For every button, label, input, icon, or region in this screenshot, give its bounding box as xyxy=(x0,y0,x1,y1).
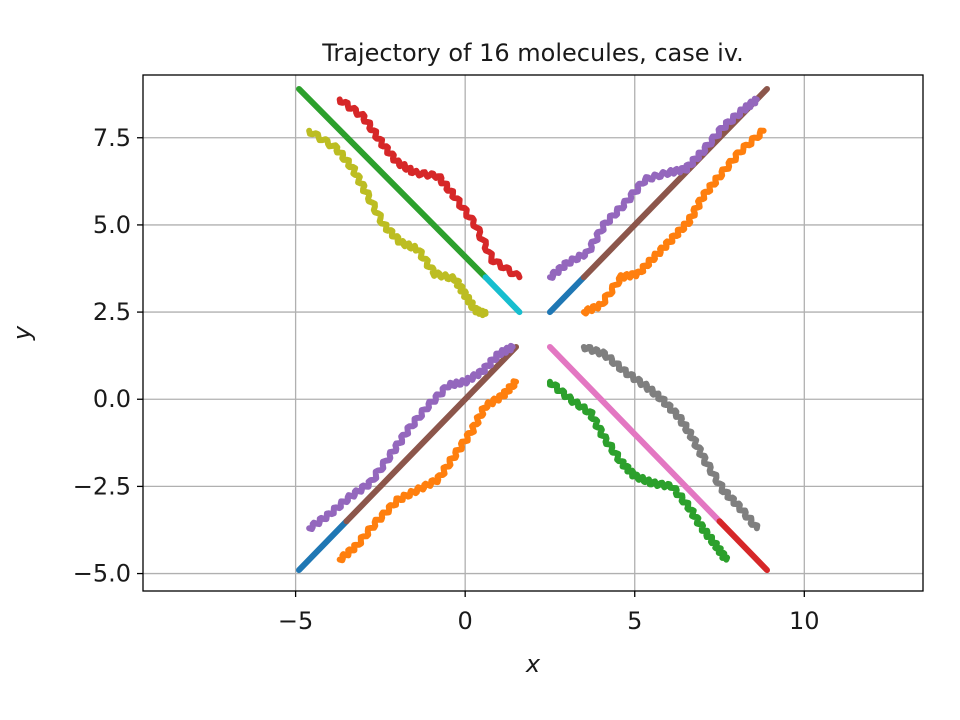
x-axis-label: x xyxy=(525,650,541,678)
y-axis-label: y xyxy=(8,325,36,341)
y-tick-label: 0.0 xyxy=(93,385,131,413)
trajectory-line-2 xyxy=(336,96,523,281)
tick-layer: −5 0 5 10 −5.0 −2.5 0.0 2.5 5.0 7.5 xyxy=(73,124,820,635)
x-tick-label: 10 xyxy=(789,607,820,635)
trajectory-line-5 xyxy=(580,85,770,281)
trajectory-line-13 xyxy=(716,518,770,574)
y-tick-label: 2.5 xyxy=(93,298,131,326)
plot-frame xyxy=(142,74,924,592)
trajectory-line-6 xyxy=(546,95,760,281)
x-tick-label: 0 xyxy=(458,607,473,635)
trajectory-line-15 xyxy=(546,378,731,563)
trajectory-line-4 xyxy=(546,274,587,316)
trajectory-line-1 xyxy=(482,274,523,316)
chart-title: Trajectory of 16 molecules, case iv. xyxy=(321,39,744,67)
y-tick-label: 5.0 xyxy=(93,211,131,239)
trajectory-line-9 xyxy=(343,343,520,525)
trajectory-line-8 xyxy=(296,518,350,574)
y-tick-label: −2.5 xyxy=(73,472,131,500)
trajectory-line-3 xyxy=(306,127,489,319)
y-tick-label: 7.5 xyxy=(93,124,131,152)
trajectory-line-14 xyxy=(580,343,761,532)
y-tick-label: −5.0 xyxy=(73,560,131,588)
trajectory-line-10 xyxy=(306,342,516,532)
grid-layer xyxy=(143,75,923,591)
x-tick-label: 5 xyxy=(627,607,642,635)
trajectory-line-12 xyxy=(546,343,723,525)
trajectory-line-0 xyxy=(296,85,489,281)
series-layer xyxy=(296,85,770,574)
x-tick-label: −5 xyxy=(278,607,313,635)
trajectory-line-11 xyxy=(336,378,520,564)
trajectory-line-7 xyxy=(580,127,767,317)
